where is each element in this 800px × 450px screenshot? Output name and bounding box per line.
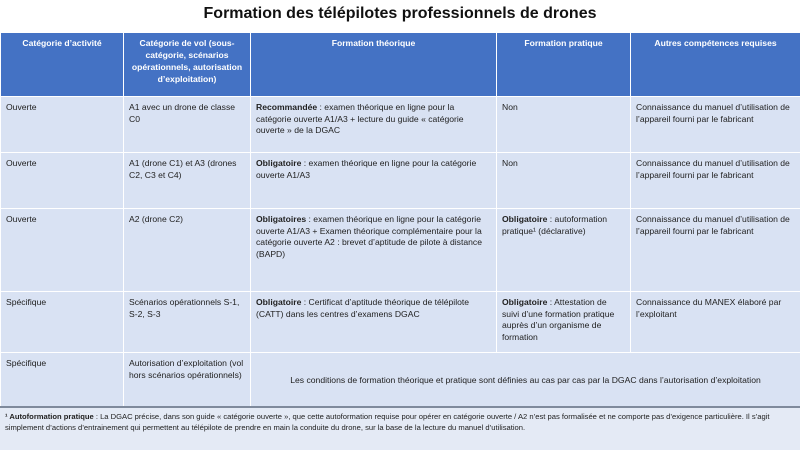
header-theorique: Formation théorique bbox=[251, 33, 497, 97]
page-title: Formation des télépilotes professionnels… bbox=[0, 5, 800, 23]
header-activite: Catégorie d’activité bbox=[1, 33, 124, 97]
cell-autres: Connaissance du MANEX élaboré par l’expl… bbox=[631, 292, 800, 353]
cell-pratique: Non bbox=[497, 153, 631, 209]
footnote: ¹ Autoformation pratique : La DGAC préci… bbox=[0, 406, 800, 450]
cell-vol: Scénarios opérationnels S-1, S-2, S-3 bbox=[124, 292, 251, 353]
cell-theorique: Obligatoires : examen théorique en ligne… bbox=[251, 209, 497, 292]
table-row: Spécifique Autorisation d’exploitation (… bbox=[1, 353, 800, 409]
cell-autres: Connaissance du manuel d’utilisation de … bbox=[631, 209, 800, 292]
table-row: Spécifique Scénarios opérationnels S-1, … bbox=[1, 292, 800, 353]
cell-merged-conditions: Les conditions de formation théorique et… bbox=[251, 353, 800, 409]
table-row: Ouverte A2 (drone C2) Obligatoires : exa… bbox=[1, 209, 800, 292]
header-autres: Autres compétences requises bbox=[631, 33, 800, 97]
cell-activite: Ouverte bbox=[1, 153, 124, 209]
cell-pratique: Non bbox=[497, 97, 631, 153]
footnote-text: : La DGAC précise, dans son guide « caté… bbox=[5, 412, 770, 432]
table-row: Ouverte A1 (drone C1) et A3 (drones C2, … bbox=[1, 153, 800, 209]
cell-activite: Ouverte bbox=[1, 209, 124, 292]
cell-autres: Connaissance du manuel d’utilisation de … bbox=[631, 153, 800, 209]
cell-theorique: Obligatoire : examen théorique en ligne … bbox=[251, 153, 497, 209]
cell-theorique: Recommandée : examen théorique en ligne … bbox=[251, 97, 497, 153]
cell-vol: A2 (drone C2) bbox=[124, 209, 251, 292]
cell-activite: Spécifique bbox=[1, 292, 124, 353]
table-row: Ouverte A1 avec un drone de classe C0 Re… bbox=[1, 97, 800, 153]
footnote-label: ¹ Autoformation pratique bbox=[5, 412, 94, 421]
cell-activite: Spécifique bbox=[1, 353, 124, 409]
cell-vol: Autorisation d’exploitation (vol hors sc… bbox=[124, 353, 251, 409]
header-pratique: Formation pratique bbox=[497, 33, 631, 97]
header-row: Catégorie d’activité Catégorie de vol (s… bbox=[1, 33, 800, 97]
cell-vol: A1 (drone C1) et A3 (drones C2, C3 et C4… bbox=[124, 153, 251, 209]
cell-theorique: Obligatoire : Certificat d’aptitude théo… bbox=[251, 292, 497, 353]
header-vol: Catégorie de vol (sous-catégorie, scénar… bbox=[124, 33, 251, 97]
cell-activite: Ouverte bbox=[1, 97, 124, 153]
cell-pratique: Obligatoire : Attestation de suivi d’une… bbox=[497, 292, 631, 353]
cell-pratique: Obligatoire : autoformation pratique¹ (d… bbox=[497, 209, 631, 292]
training-table: Catégorie d’activité Catégorie de vol (s… bbox=[0, 32, 800, 409]
cell-autres: Connaissance du manuel d’utilisation de … bbox=[631, 97, 800, 153]
cell-vol: A1 avec un drone de classe C0 bbox=[124, 97, 251, 153]
